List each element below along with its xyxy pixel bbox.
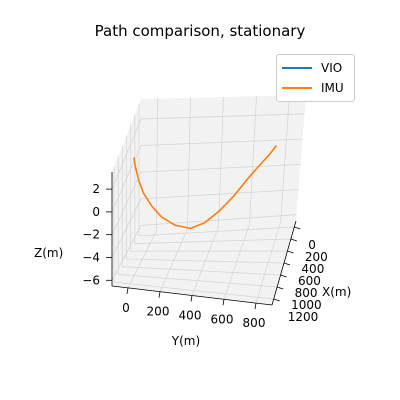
- grid-line-z: [111, 214, 297, 281]
- x-tick-mark: [273, 298, 280, 302]
- grid-line-x: [118, 274, 278, 288]
- grid-line-z: [111, 189, 299, 258]
- x-tick-mark: [294, 226, 301, 230]
- y-tick-mark: [222, 299, 225, 306]
- legend-swatch-vio: [282, 67, 312, 69]
- grid-line-y-wall: [249, 96, 257, 225]
- y-tick-label: 800: [243, 316, 266, 330]
- grid-line-z: [111, 138, 303, 213]
- y-axis-label: Y(m): [171, 334, 200, 348]
- pane-floor: [112, 221, 296, 305]
- y-tick-mark: [254, 303, 257, 310]
- grid-line-x: [122, 266, 281, 276]
- grid-line-z: [111, 113, 305, 190]
- y-tick-mark: [190, 295, 193, 302]
- grid-line-x: [134, 238, 291, 244]
- grid-line-y-wall: [187, 97, 191, 229]
- z-tick-label: −2: [82, 228, 100, 242]
- x-tick-label: 0: [308, 238, 316, 252]
- y-tick-label: 0: [122, 301, 130, 315]
- grid-line-z: [111, 163, 301, 235]
- y-tick-label: 200: [147, 305, 170, 319]
- grid-line-x: [126, 258, 285, 264]
- grid-lines: [111, 95, 305, 304]
- x-tick-mark: [277, 286, 284, 290]
- legend-swatch-imu: [282, 87, 312, 89]
- x-tick-mark: [290, 238, 297, 242]
- z-axis-label: Z(m): [34, 246, 63, 260]
- series-line-imu: [133, 144, 278, 230]
- z-tick-label: 2: [92, 182, 100, 196]
- pane-back: [141, 95, 306, 232]
- x-tick-label: 600: [298, 274, 321, 288]
- x-tick-label: 1200: [288, 310, 319, 324]
- legend-entry-imu: IMU: [282, 80, 344, 96]
- y-tick-label: 600: [211, 312, 234, 326]
- grid-line-x: [114, 281, 274, 300]
- z-tick-label: 0: [92, 205, 100, 219]
- x-tick-mark: [280, 274, 287, 278]
- y-tick-mark: [126, 287, 129, 294]
- series-lines: [133, 144, 278, 230]
- z-tick-label: −4: [82, 251, 100, 265]
- legend-label-vio: VIO: [321, 61, 343, 75]
- x-tick-label: 800: [295, 286, 318, 300]
- grid-line-y-wall: [218, 96, 224, 227]
- x-axis-label: X(m): [322, 285, 351, 299]
- grid-line-y-wall: [280, 95, 290, 223]
- z-tick-label: −6: [82, 273, 100, 287]
- chart-title: Path comparison, stationary: [94, 22, 306, 40]
- legend-entry-vio: VIO: [282, 60, 342, 76]
- grid-line-x: [138, 226, 295, 237]
- x-tick-mark: [287, 250, 294, 254]
- x-tick-label: 200: [305, 250, 328, 264]
- x-tick-mark: [283, 262, 291, 266]
- legend: VIO IMU: [276, 54, 355, 102]
- x-tick-label: 1000: [291, 298, 322, 312]
- axis-ticks: 0 200 400 600 80002004006008001000120020−2−4…: [82, 182, 327, 330]
- x-tick-label: 400: [301, 262, 324, 276]
- legend-label-imu: IMU: [321, 81, 344, 95]
- grid-line-y-wall: [156, 98, 158, 231]
- y-tick-mark: [158, 291, 161, 298]
- y-tick-label: 400: [179, 309, 202, 323]
